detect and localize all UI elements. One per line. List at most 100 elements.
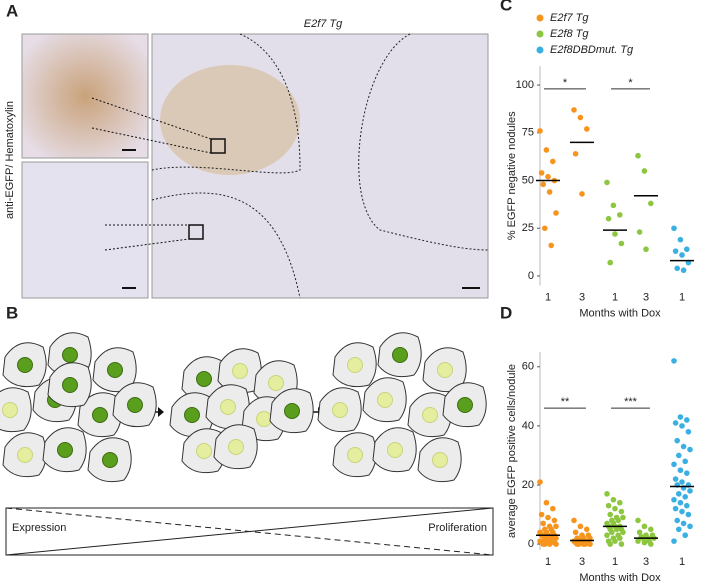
nucleus xyxy=(422,407,438,423)
data-point xyxy=(636,229,643,235)
nucleus xyxy=(57,442,73,458)
data-point xyxy=(648,541,654,547)
data-point xyxy=(612,538,618,544)
scale-bar xyxy=(122,149,480,289)
data-point xyxy=(684,246,690,253)
data-point xyxy=(610,202,617,209)
data-point xyxy=(579,191,585,197)
nucleus xyxy=(196,371,212,387)
data-point xyxy=(538,170,545,176)
data-point xyxy=(674,437,680,444)
data-point xyxy=(620,529,626,536)
data-point xyxy=(676,452,682,459)
legend-label: E2f8DBDmut. Tg xyxy=(550,44,634,56)
panel-letter: C xyxy=(500,0,512,14)
nucleus xyxy=(102,452,118,468)
nodule-border xyxy=(151,33,301,174)
data-point xyxy=(612,231,618,237)
data-point xyxy=(684,470,690,476)
nucleus xyxy=(232,363,248,379)
data-point xyxy=(687,488,693,494)
nucleus xyxy=(377,392,393,408)
data-point xyxy=(682,458,688,465)
x-tick-label: 1 xyxy=(612,556,618,568)
data-point xyxy=(671,225,677,232)
data-point xyxy=(576,541,582,547)
data-point xyxy=(617,212,623,218)
y-axis-label: average EGFP positive cells/nodule xyxy=(506,364,518,538)
data-point xyxy=(542,541,548,547)
data-point xyxy=(604,491,610,497)
data-point xyxy=(671,496,677,503)
gradient-label: Proliferation xyxy=(428,522,487,534)
data-point xyxy=(636,529,643,536)
data-point xyxy=(648,526,654,533)
x-tick-label: 1 xyxy=(679,556,685,568)
nucleus xyxy=(284,403,300,419)
data-point xyxy=(612,505,618,512)
nucleus xyxy=(387,442,403,458)
significance-label: *** xyxy=(624,396,638,408)
panel-letter: B xyxy=(6,303,18,322)
y-tick-label: 25 xyxy=(522,222,534,234)
legend-swatch xyxy=(536,46,544,54)
data-point xyxy=(676,491,682,497)
data-point xyxy=(572,151,579,157)
nucleus xyxy=(92,407,108,423)
significance-label: * xyxy=(628,77,633,89)
nucleus xyxy=(184,407,200,423)
data-point xyxy=(674,517,680,524)
x-axis-label: Months with Dox xyxy=(579,307,661,319)
data-point xyxy=(672,476,679,482)
x-tick-label: 3 xyxy=(579,291,585,303)
data-point xyxy=(641,168,648,174)
x-tick-label: 1 xyxy=(612,291,618,303)
panel-title: E2f7 Tg xyxy=(304,18,343,30)
data-point xyxy=(542,225,548,232)
nodule-border xyxy=(358,33,489,251)
gradient-label: Expression xyxy=(12,522,66,534)
data-point xyxy=(679,479,685,485)
x-tick-label: 3 xyxy=(643,556,649,568)
data-point xyxy=(615,517,621,524)
y-tick-label: 0 xyxy=(528,270,534,282)
data-point xyxy=(677,236,684,243)
legend-label: E2f8 Tg xyxy=(550,28,589,40)
data-point xyxy=(641,523,648,530)
nucleus xyxy=(17,357,33,373)
nucleus xyxy=(268,375,284,391)
gradient-box xyxy=(5,507,494,556)
data-point xyxy=(605,502,612,509)
nucleus xyxy=(228,439,244,455)
data-point xyxy=(609,529,615,536)
data-point xyxy=(687,523,693,530)
panel-letter: D xyxy=(500,303,512,322)
data-point xyxy=(537,128,543,134)
nucleus xyxy=(62,347,78,363)
data-point xyxy=(677,499,684,506)
data-point xyxy=(537,479,543,485)
data-point xyxy=(677,467,684,474)
panel-a: A E2f7 Tg anti-EGFP/ Hematoxylin xyxy=(4,1,489,299)
data-point xyxy=(584,126,590,132)
stain-label: anti-EGFP/ Hematoxylin xyxy=(4,101,16,219)
data-point xyxy=(679,423,685,429)
data-point xyxy=(648,200,654,207)
data-point xyxy=(685,511,692,518)
data-point xyxy=(679,252,685,258)
nucleus xyxy=(127,397,143,413)
data-point xyxy=(571,107,577,113)
data-point xyxy=(680,443,687,450)
legend-swatch xyxy=(536,14,544,22)
nucleus xyxy=(62,377,78,393)
data-point xyxy=(572,529,579,536)
data-point xyxy=(685,428,692,435)
data-point xyxy=(679,508,685,515)
data-point xyxy=(677,414,684,420)
data-point xyxy=(604,179,610,186)
data-point xyxy=(582,541,588,547)
data-point xyxy=(543,147,550,153)
data-point xyxy=(684,417,690,423)
data-point xyxy=(635,517,641,524)
